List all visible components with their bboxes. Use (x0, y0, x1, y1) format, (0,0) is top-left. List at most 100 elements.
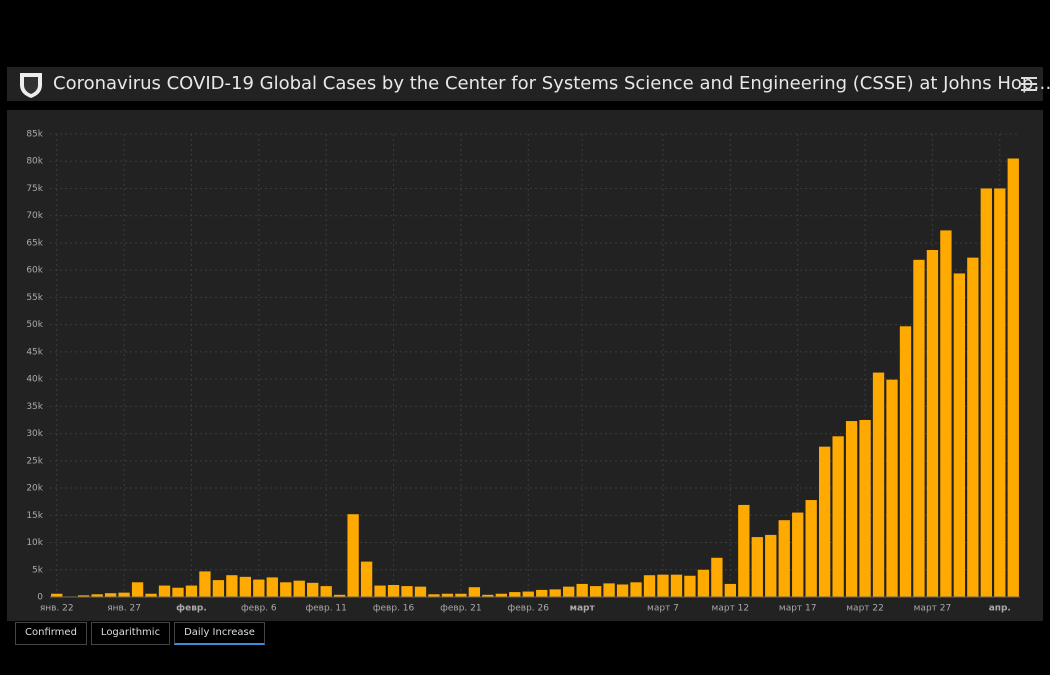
bar (414, 586, 427, 597)
x-tick-label: март 17 (779, 604, 817, 614)
bar (657, 574, 669, 597)
bar (347, 514, 359, 597)
y-tick-label: 15k (26, 511, 43, 521)
bar (509, 592, 521, 597)
bar (589, 586, 602, 597)
bar (441, 593, 454, 597)
bar (307, 582, 319, 597)
tab[interactable]: Confirmed (15, 622, 87, 645)
bar (118, 592, 130, 597)
x-tick-label: март 7 (647, 604, 679, 614)
bar (199, 571, 211, 597)
x-tick-label: янв. 27 (107, 604, 141, 614)
bar (845, 421, 858, 597)
bar (333, 594, 346, 597)
bar (643, 575, 656, 597)
bar (738, 504, 750, 597)
y-tick-label: 60k (26, 266, 43, 276)
header-title: Coronavirus COVID-19 Global Cases by the… (53, 73, 1050, 94)
bar (751, 537, 763, 597)
bar (1007, 158, 1019, 597)
bar (872, 372, 885, 597)
bar (226, 575, 238, 597)
bar (172, 587, 184, 597)
y-tick-label: 10k (26, 538, 43, 548)
y-tick-label: 40k (26, 375, 43, 385)
bar (859, 419, 871, 597)
bar (684, 575, 696, 597)
x-tick-label: апр. (989, 604, 1011, 614)
bar (212, 580, 225, 597)
bar (185, 585, 198, 597)
tabs: Confirmed Logarithmic Daily Increase (15, 622, 265, 645)
bar (51, 593, 63, 597)
y-tick-label: 75k (26, 184, 43, 194)
y-tick-label: 80k (26, 157, 43, 167)
bar (886, 379, 898, 597)
x-tick-label: февр. (176, 604, 207, 614)
bar (940, 230, 952, 597)
bar (104, 593, 117, 597)
bar (616, 584, 629, 597)
x-tick-label: март 27 (914, 604, 952, 614)
x-tick-label: март 22 (846, 604, 884, 614)
x-tick-label: февр. 11 (305, 604, 346, 614)
menu-icon[interactable] (1021, 76, 1039, 92)
y-tick-label: 0 (37, 593, 43, 603)
bar (630, 582, 642, 597)
bar (522, 591, 534, 597)
bar (832, 436, 844, 597)
bar (320, 586, 332, 597)
bar (913, 259, 925, 597)
bar (387, 585, 400, 597)
bar (967, 257, 979, 597)
y-tick-label: 65k (26, 238, 43, 248)
x-tick-label: февр. 16 (373, 604, 415, 614)
x-tick-label: янв. 22 (40, 604, 74, 614)
x-tick-label: март (570, 604, 596, 614)
bar (536, 589, 548, 597)
y-tick-label: 25k (26, 456, 43, 466)
y-tick-label: 70k (26, 211, 43, 221)
bar (374, 585, 386, 597)
bar (131, 582, 144, 597)
y-tick-label: 45k (26, 347, 43, 357)
bar (468, 587, 481, 597)
bar (482, 594, 494, 597)
tab[interactable]: Logarithmic (90, 622, 171, 645)
bar (401, 586, 413, 597)
y-tick-label: 35k (26, 402, 43, 412)
bar (765, 534, 777, 597)
bar (428, 594, 440, 597)
bar (778, 520, 790, 597)
bar (899, 326, 912, 597)
bar (818, 446, 831, 597)
bar (239, 576, 252, 597)
y-tick-label: 5k (32, 565, 44, 575)
bar (670, 574, 683, 597)
bar (697, 569, 710, 597)
bar (603, 583, 615, 597)
bar (266, 577, 278, 597)
bar (926, 250, 939, 598)
bar (563, 586, 575, 597)
tab[interactable]: Daily Increase (174, 622, 265, 645)
bar (980, 188, 992, 597)
bar (158, 585, 171, 597)
y-tick-label: 20k (26, 484, 43, 494)
y-tick-label: 85k (26, 130, 43, 140)
chart-panel: 0 5k 10k 15k 20k 25k 30k 35k 40k 45k 50k 55k 60k 65k 7… (7, 110, 1043, 621)
y-tick-label: 30k (26, 429, 43, 439)
x-tick-label: февр. 6 (241, 604, 277, 614)
x-tick-label: март 12 (712, 604, 750, 614)
bar (724, 583, 737, 597)
bar (280, 582, 292, 597)
bar (805, 500, 817, 597)
bar (953, 273, 966, 597)
x-tick-label: февр. 26 (508, 604, 550, 614)
bar (495, 593, 507, 597)
bar (78, 595, 90, 597)
chart: 0 5k 10k 15k 20k 25k 30k 35k 40k 45k 50k 55k 60k 65k 7… (26, 130, 1020, 614)
x-tick-label: февр. 21 (440, 604, 481, 614)
